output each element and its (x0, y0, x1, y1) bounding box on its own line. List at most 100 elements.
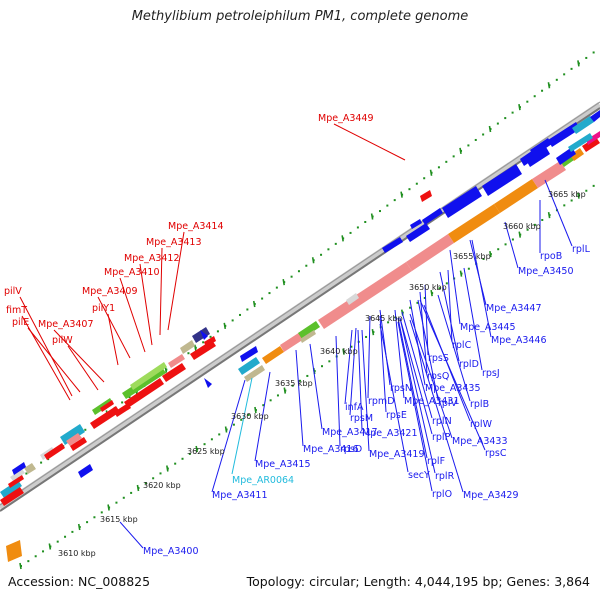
track-dot (482, 133, 485, 136)
track-tick (166, 465, 169, 472)
feature-block (238, 357, 260, 375)
track-dot (511, 111, 514, 114)
leader-line (399, 317, 436, 474)
feature-block (90, 406, 120, 429)
leader-line (119, 521, 144, 549)
track-dot (327, 248, 330, 251)
feature-block (530, 138, 552, 156)
leader-line (211, 379, 246, 493)
track-dot (298, 379, 301, 382)
leader-line (449, 249, 461, 325)
track-dot (261, 297, 264, 300)
track-dot (210, 438, 213, 441)
gene-label-pilv: pilV (4, 286, 22, 297)
track-dot (570, 67, 573, 70)
scale-label: 3660 kbp (503, 222, 541, 231)
gene-label-mpe_a3431: Mpe_A3431 (404, 396, 460, 407)
track-dot (25, 472, 28, 475)
feature-block (422, 208, 443, 225)
gene-label-mpe_a3433: Mpe_A3433 (452, 436, 508, 447)
track-dot (415, 182, 418, 185)
track-dot (262, 404, 265, 407)
feature-block (244, 365, 265, 382)
track-dot (533, 95, 536, 98)
feature-block (114, 403, 131, 417)
gene-label-rplb: rplB (470, 399, 489, 410)
leader-line (439, 271, 460, 362)
track-tick (459, 147, 462, 155)
feature-block (420, 190, 432, 202)
scale-label: 3610 kbp (58, 549, 96, 558)
track-tick (429, 169, 433, 176)
scale-label: 3655 kbp (453, 252, 491, 261)
track-dot (496, 122, 499, 125)
feature-block (582, 137, 600, 152)
feature-block (10, 469, 25, 481)
track-tick (518, 231, 522, 238)
track-dot (504, 243, 507, 246)
leader-line (409, 299, 426, 386)
gene-label-rpsq: rpsQ (427, 371, 449, 382)
gene-label-mpe_a3450: Mpe_A3450 (518, 266, 574, 277)
track-dot (482, 257, 485, 260)
leader-line (424, 284, 429, 356)
leader-line (159, 247, 163, 336)
feature-block (168, 354, 185, 368)
feature-block (572, 116, 594, 134)
track-dot (438, 287, 441, 290)
track-dot (511, 238, 514, 241)
track-dot (467, 267, 470, 270)
feature-block (124, 378, 164, 408)
leader-line (447, 269, 453, 343)
track-dot (93, 516, 96, 519)
leader-line (504, 221, 519, 269)
leader-line (367, 315, 371, 399)
leader-line (419, 299, 486, 451)
track-dot (467, 144, 470, 147)
feature-block (482, 164, 522, 196)
track-dot (393, 199, 396, 202)
track-dot (152, 477, 155, 480)
leader-line (349, 327, 357, 416)
leader-line (231, 377, 253, 475)
feature-block (12, 462, 26, 475)
gene-label-rplc: rplC (452, 340, 472, 351)
gene-label-rpln: rplN (432, 416, 452, 427)
leader-line (397, 317, 428, 459)
track-dot (174, 462, 177, 465)
gene-label-rpsm: rpsM (350, 413, 373, 424)
track-dot (474, 138, 477, 141)
gene-label-mpe_a3409: Mpe_A3409 (82, 286, 138, 297)
track-dot (290, 275, 293, 278)
feature-block (280, 332, 304, 352)
gene-label-infa: infA (345, 402, 364, 413)
track-tick (430, 289, 433, 297)
track-tick (342, 348, 345, 355)
track-dot (378, 210, 381, 213)
feature-block (548, 122, 580, 147)
track-dot (541, 218, 544, 221)
gene-label-mpe_a3435: Mpe_A3435 (425, 383, 481, 394)
track-dot (570, 199, 573, 202)
track-dot (387, 321, 390, 324)
scale-label: 3615 kbp (100, 515, 138, 524)
gene-label-rplr: rplR (435, 471, 455, 482)
track-dot (349, 231, 352, 234)
track-tick (195, 445, 198, 453)
feature-block (162, 363, 186, 382)
track-dot (218, 433, 221, 436)
scale-labels: 3610 kbp 3615 kbp 3620 kbp 3625 kbp 3630 kbp… (58, 190, 586, 558)
track-dot (320, 253, 323, 256)
feature-block (0, 487, 24, 506)
feature-block (180, 340, 195, 354)
gene-label-pilw: pilW (52, 335, 73, 346)
gene-label-mpe_a3446: Mpe_A3446 (491, 335, 547, 346)
feature-block (532, 161, 566, 188)
leader-line (333, 123, 406, 161)
gene-label-mpe_a3449: Mpe_A3449 (318, 113, 374, 124)
track-dot (64, 535, 67, 538)
track-dot (445, 282, 448, 285)
leader-line (379, 309, 391, 386)
track-tick (194, 344, 197, 351)
